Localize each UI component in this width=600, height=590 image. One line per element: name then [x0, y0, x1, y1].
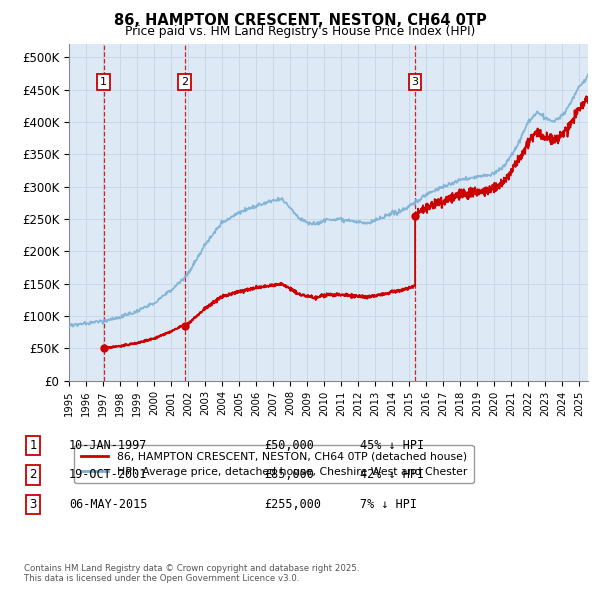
Legend: 86, HAMPTON CRESCENT, NESTON, CH64 0TP (detached house), HPI: Average price, det: 86, HAMPTON CRESCENT, NESTON, CH64 0TP (… — [74, 445, 473, 483]
Text: 1: 1 — [100, 77, 107, 87]
Text: £255,000: £255,000 — [264, 498, 321, 511]
Text: 10-JAN-1997: 10-JAN-1997 — [69, 439, 148, 452]
Text: £85,000: £85,000 — [264, 468, 314, 481]
Text: Contains HM Land Registry data © Crown copyright and database right 2025.
This d: Contains HM Land Registry data © Crown c… — [24, 563, 359, 583]
Text: 1: 1 — [29, 439, 37, 452]
Text: 3: 3 — [29, 498, 37, 511]
Text: 42% ↓ HPI: 42% ↓ HPI — [360, 468, 424, 481]
Text: 3: 3 — [412, 77, 419, 87]
Text: 45% ↓ HPI: 45% ↓ HPI — [360, 439, 424, 452]
Text: £50,000: £50,000 — [264, 439, 314, 452]
Text: 06-MAY-2015: 06-MAY-2015 — [69, 498, 148, 511]
Text: 19-OCT-2001: 19-OCT-2001 — [69, 468, 148, 481]
Text: 86, HAMPTON CRESCENT, NESTON, CH64 0TP: 86, HAMPTON CRESCENT, NESTON, CH64 0TP — [113, 13, 487, 28]
Text: 2: 2 — [181, 77, 188, 87]
Text: 7% ↓ HPI: 7% ↓ HPI — [360, 498, 417, 511]
Text: Price paid vs. HM Land Registry's House Price Index (HPI): Price paid vs. HM Land Registry's House … — [125, 25, 475, 38]
Text: 2: 2 — [29, 468, 37, 481]
